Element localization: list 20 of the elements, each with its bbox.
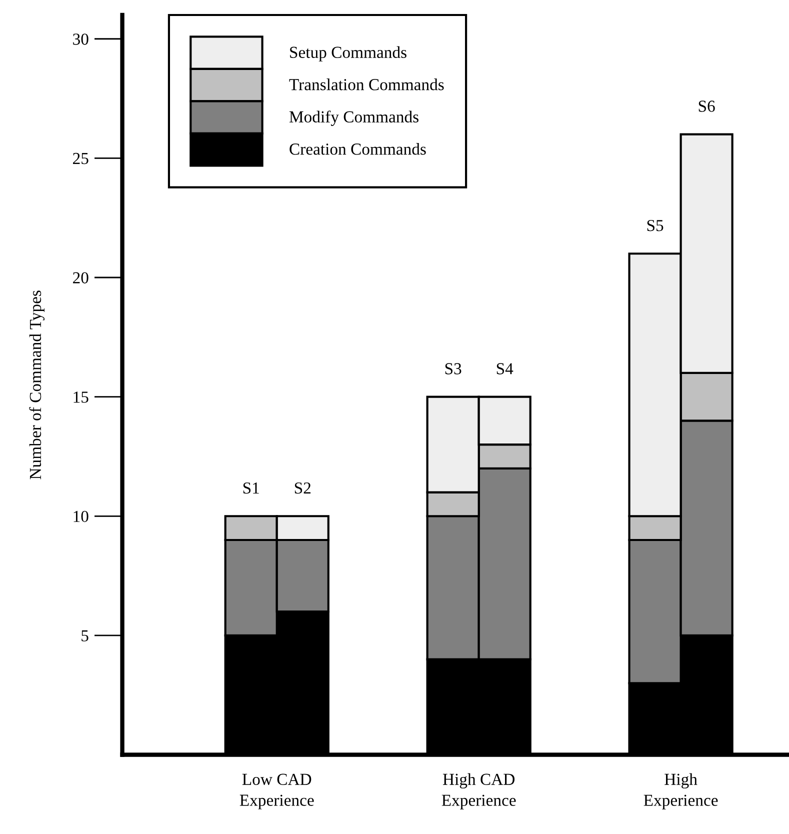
legend-label: Modify Commands <box>289 110 418 126</box>
text: High Experience <box>644 773 718 810</box>
y-tick-label: 30 <box>73 34 88 45</box>
y-tick-label: 25 <box>73 152 88 164</box>
annotation: S3 <box>445 363 462 374</box>
y-tick-label: 5 <box>82 630 88 642</box>
y-axis-title: Number of Command Types <box>29 290 45 480</box>
legend-label: Creation Commands <box>290 143 426 155</box>
text: High CAD Experience <box>442 773 516 810</box>
legend-label: Setup Commands <box>290 46 406 62</box>
y-tick-label: 20 <box>73 272 88 284</box>
annotation: S5 <box>647 220 664 232</box>
annotation: S4 <box>496 363 514 374</box>
annotation: S2 <box>294 482 311 494</box>
y-tick-label: 15 <box>74 392 88 403</box>
annotation: S6 <box>698 100 715 112</box>
text: Low CAD Experience <box>240 774 314 810</box>
y-tick-label: 10 <box>74 510 88 522</box>
legend-label: Translation Commands <box>289 78 444 90</box>
annotation: S1 <box>243 482 259 494</box>
